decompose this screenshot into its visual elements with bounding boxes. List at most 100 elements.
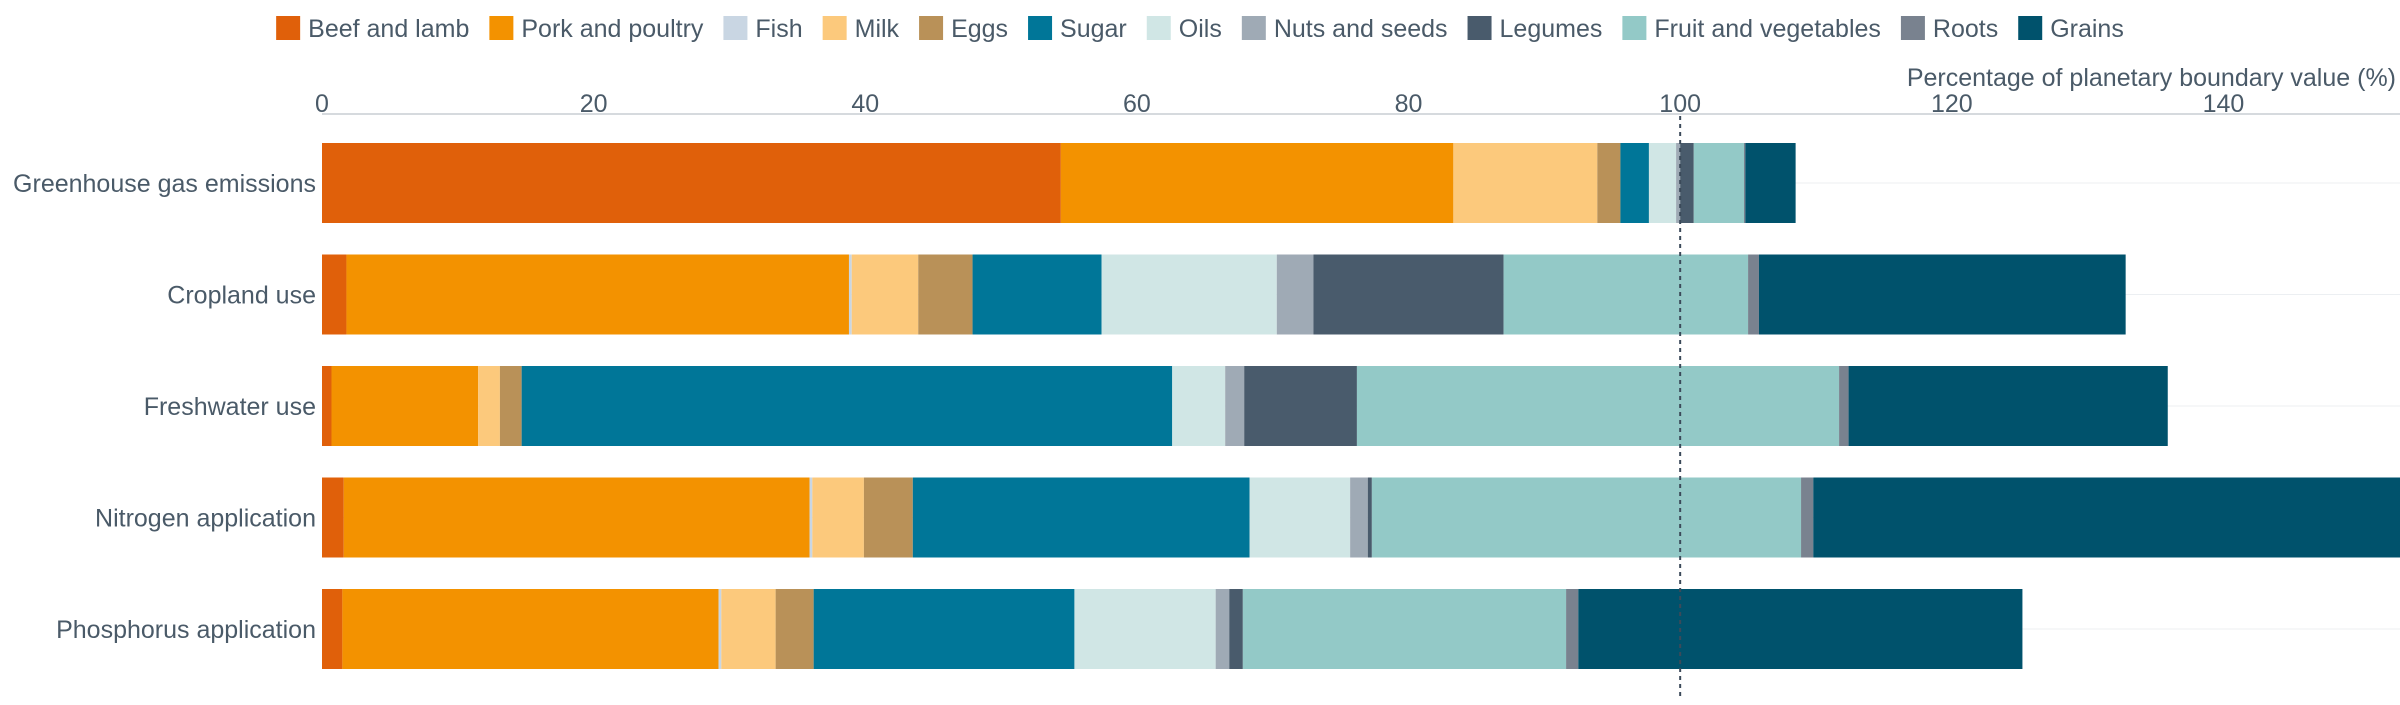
bar-nitrogen-application-nuts-and-seeds xyxy=(1350,477,1368,558)
bar-group-freshwater-use xyxy=(322,366,2168,446)
bar-freshwater-use-eggs xyxy=(499,366,522,446)
legend-label-legumes: Legumes xyxy=(1500,15,1603,43)
legend-swatch-grains xyxy=(2018,16,2043,40)
bar-phosphorus-application-roots xyxy=(1566,589,1579,669)
legend: Beef and lamb Pork and poultry Fish Milk Egg… xyxy=(276,15,2124,43)
legend-label-roots: Roots xyxy=(1933,15,1998,43)
bar-phosphorus-application-fish xyxy=(718,589,722,669)
category-label-cropland-use: Cropland use xyxy=(167,282,316,310)
category-labels: Greenhouse gas emissions Cropland use Fres… xyxy=(13,170,316,644)
bar-freshwater-use-grains xyxy=(1848,366,2168,446)
bar-cropland-use-sugar xyxy=(972,254,1102,335)
bar-greenhouse-gas-emissions-sugar xyxy=(1620,143,1649,223)
bar-nitrogen-application-fish xyxy=(809,477,813,558)
bar-greenhouse-gas-emissions-oils xyxy=(1648,143,1677,223)
bar-group-greenhouse-gas-emissions xyxy=(322,143,1796,223)
bar-freshwater-use-oils xyxy=(1172,366,1226,446)
bar-greenhouse-gas-emissions-roots xyxy=(1744,143,1746,223)
bar-greenhouse-gas-emissions-beef-and-lamb xyxy=(322,143,1061,223)
legend-swatch-milk xyxy=(822,16,847,40)
legend-label-fruit-and-vegetables: Fruit and vegetables xyxy=(1654,15,1881,43)
bar-nitrogen-application-oils xyxy=(1249,477,1351,558)
bar-cropland-use-eggs xyxy=(918,254,973,335)
bar-cropland-use-fish xyxy=(848,254,852,335)
legend-item-sugar: Sugar xyxy=(1028,15,1127,43)
bar-freshwater-use-beef-and-lamb xyxy=(322,366,332,446)
legend-swatch-roots xyxy=(1900,16,1925,40)
bar-phosphorus-application-fruit-and-vegetables xyxy=(1242,589,1567,669)
category-label-phosphorus-application: Phosphorus application xyxy=(56,616,316,644)
legend-swatch-fruit-and-vegetables xyxy=(1622,16,1647,40)
legend-item-fish: Fish xyxy=(723,15,803,43)
legend-label-oils: Oils xyxy=(1179,15,1222,43)
bar-nitrogen-application-beef-and-lamb xyxy=(322,477,344,558)
legend-label-sugar: Sugar xyxy=(1060,15,1127,43)
bar-greenhouse-gas-emissions-fruit-and-vegetables xyxy=(1693,143,1745,223)
legend-swatch-fish xyxy=(723,16,748,40)
bar-cropland-use-roots xyxy=(1748,254,1759,335)
bar-nitrogen-application-legumes xyxy=(1367,477,1372,558)
bar-greenhouse-gas-emissions-eggs xyxy=(1597,143,1621,223)
bar-group-cropland-use xyxy=(322,254,2126,335)
bar-group-phosphorus-application xyxy=(322,589,2023,669)
category-label-freshwater-use: Freshwater use xyxy=(144,393,316,421)
legend-swatch-eggs xyxy=(919,16,944,40)
legend-item-oils: Oils xyxy=(1146,15,1222,43)
legend-item-beef-and-lamb: Beef and lamb xyxy=(276,15,469,43)
bar-greenhouse-gas-emissions-legumes xyxy=(1680,143,1694,223)
legend-item-roots: Roots xyxy=(1900,15,1998,43)
legend-item-grains: Grains xyxy=(2018,15,2124,43)
bar-cropland-use-grains xyxy=(1758,254,2126,335)
bar-greenhouse-gas-emissions-nuts-and-seeds xyxy=(1676,143,1681,223)
bar-freshwater-use-legumes xyxy=(1244,366,1357,446)
bar-freshwater-use-pork-and-poultry xyxy=(331,366,479,446)
bar-greenhouse-gas-emissions-grains xyxy=(1745,143,1796,223)
bar-nitrogen-application-sugar xyxy=(912,477,1250,558)
bar-freshwater-use-roots xyxy=(1839,366,1849,446)
bar-cropland-use-fruit-and-vegetables xyxy=(1503,254,1749,335)
bar-phosphorus-application-pork-and-poultry xyxy=(342,589,719,669)
bar-freshwater-use-fruit-and-vegetables xyxy=(1356,366,1840,446)
legend-swatch-pork-and-poultry xyxy=(489,16,514,40)
legend-label-pork-and-poultry: Pork and poultry xyxy=(521,15,704,43)
legend-swatch-sugar xyxy=(1028,16,1053,40)
legend-item-nuts-and-seeds: Nuts and seeds xyxy=(1241,15,1448,43)
legend-label-beef-and-lamb: Beef and lamb xyxy=(308,15,469,43)
legend-label-fish: Fish xyxy=(755,15,802,43)
legend-swatch-legumes xyxy=(1467,16,1492,40)
bar-cropland-use-pork-and-poultry xyxy=(346,254,849,335)
bar-freshwater-use-nuts-and-seeds xyxy=(1225,366,1245,446)
bar-cropland-use-oils xyxy=(1101,254,1277,335)
bar-cropland-use-milk xyxy=(851,254,919,335)
bar-greenhouse-gas-emissions-pork-and-poultry xyxy=(1060,143,1454,223)
legend-label-eggs: Eggs xyxy=(951,15,1008,43)
legend-label-grains: Grains xyxy=(2050,15,2124,43)
legend-swatch-nuts-and-seeds xyxy=(1241,16,1266,40)
bar-freshwater-use-sugar xyxy=(521,366,1173,446)
legend-swatch-beef-and-lamb xyxy=(276,16,301,40)
bar-group-nitrogen-application xyxy=(322,477,2400,558)
bar-freshwater-use-milk xyxy=(478,366,500,446)
bars xyxy=(322,143,2400,669)
bar-phosphorus-application-sugar xyxy=(813,589,1075,669)
bar-nitrogen-application-grains xyxy=(1813,477,2400,558)
legend-item-pork-and-poultry: Pork and poultry xyxy=(489,15,704,43)
bar-phosphorus-application-legumes xyxy=(1229,589,1243,669)
bar-phosphorus-application-eggs xyxy=(775,589,814,669)
legend-label-milk: Milk xyxy=(855,15,900,43)
category-label-nitrogen-application: Nitrogen application xyxy=(95,505,316,533)
legend-item-milk: Milk xyxy=(822,15,900,43)
legend-label-nuts-and-seeds: Nuts and seeds xyxy=(1274,15,1448,43)
legend-item-legumes: Legumes xyxy=(1467,15,1603,43)
bar-phosphorus-application-beef-and-lamb xyxy=(322,589,343,669)
legend-item-fruit-and-vegetables: Fruit and vegetables xyxy=(1622,15,1881,43)
bar-phosphorus-application-grains xyxy=(1578,589,2023,669)
category-label-greenhouse-gas-emissions: Greenhouse gas emissions xyxy=(13,170,316,198)
bar-cropland-use-nuts-and-seeds xyxy=(1276,254,1314,335)
bar-nitrogen-application-roots xyxy=(1801,477,1814,558)
legend-item-eggs: Eggs xyxy=(919,15,1008,43)
bar-nitrogen-application-eggs xyxy=(863,477,913,558)
bar-cropland-use-beef-and-lamb xyxy=(322,254,347,335)
